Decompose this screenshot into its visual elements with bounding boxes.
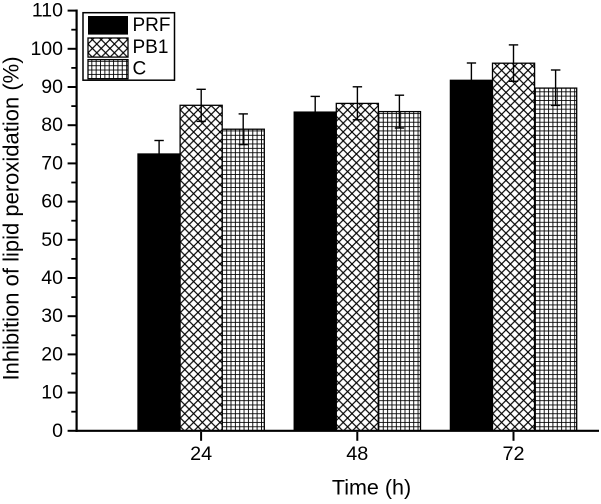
svg-text:80: 80	[41, 114, 63, 136]
svg-text:50: 50	[41, 229, 63, 251]
svg-text:40: 40	[41, 267, 63, 289]
svg-text:Inhibition of lipid peroxidati: Inhibition of lipid peroxidation (%)	[0, 56, 24, 380]
svg-text:Time (h): Time (h)	[332, 476, 411, 500]
svg-text:48: 48	[346, 443, 368, 465]
svg-text:PRF: PRF	[133, 15, 171, 36]
svg-text:PB1: PB1	[133, 37, 169, 58]
svg-text:100: 100	[30, 38, 63, 60]
svg-text:90: 90	[41, 76, 63, 98]
svg-text:C: C	[133, 59, 147, 80]
svg-text:110: 110	[32, 0, 63, 22]
svg-text:72: 72	[502, 443, 524, 465]
svg-text:10: 10	[41, 382, 63, 404]
svg-text:0: 0	[52, 420, 63, 442]
svg-text:30: 30	[41, 305, 63, 327]
svg-text:60: 60	[41, 191, 63, 213]
svg-text:24: 24	[190, 443, 212, 465]
svg-text:70: 70	[41, 152, 63, 174]
svg-text:20: 20	[41, 343, 63, 365]
